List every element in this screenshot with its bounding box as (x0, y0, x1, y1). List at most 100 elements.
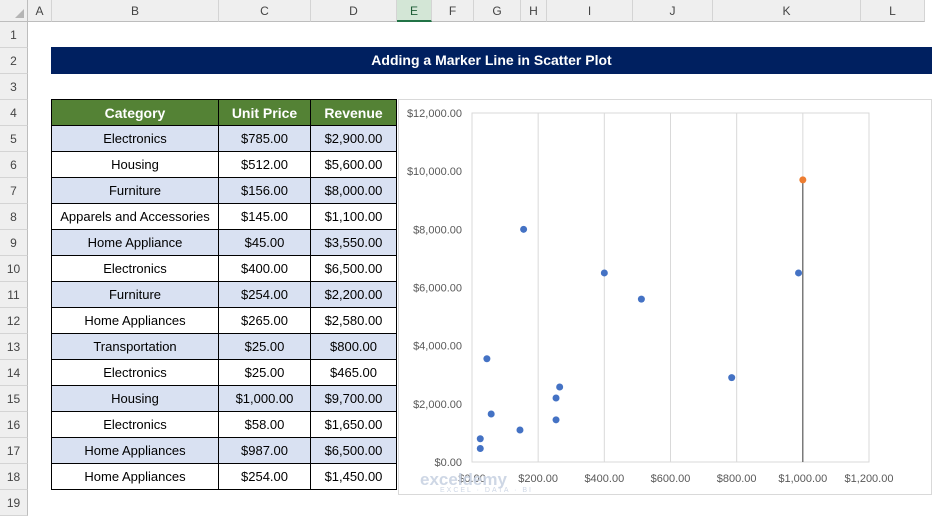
cell-category[interactable]: Furniture (51, 177, 219, 204)
cell-category[interactable]: Home Appliances (51, 463, 219, 490)
marker-point[interactable] (799, 176, 807, 184)
cell-revenue[interactable]: $465.00 (310, 359, 397, 386)
cell-revenue[interactable]: $9,700.00 (310, 385, 397, 412)
row-header-3[interactable]: 3 (0, 74, 28, 100)
row-header-9[interactable]: 9 (0, 230, 28, 256)
column-header-i[interactable]: I (547, 0, 633, 22)
column-header-f[interactable]: F (432, 0, 474, 22)
column-header-b[interactable]: B (52, 0, 219, 22)
cell-category[interactable]: Housing (51, 385, 219, 412)
row-header-19[interactable]: 19 (0, 490, 28, 516)
data-point[interactable] (552, 416, 560, 424)
scatter-chart-svg: $0.00 $200.00 $400.00 $600.00 $800.00 $1,000.… (407, 108, 894, 485)
data-point[interactable] (552, 394, 560, 402)
header-revenue[interactable]: Revenue (310, 99, 397, 126)
header-unit-price[interactable]: Unit Price (218, 99, 311, 126)
data-point[interactable] (520, 225, 528, 233)
row-header-17[interactable]: 17 (0, 438, 28, 464)
data-point[interactable] (556, 383, 564, 391)
cell-unit-price[interactable]: $254.00 (218, 463, 311, 490)
table-row: Electronics $25.00 $465.00 (51, 359, 397, 386)
cell-unit-price[interactable]: $25.00 (218, 359, 311, 386)
cell-unit-price[interactable]: $265.00 (218, 307, 311, 334)
cell-unit-price[interactable]: $156.00 (218, 177, 311, 204)
cell-category[interactable]: Furniture (51, 281, 219, 308)
cell-revenue[interactable]: $5,600.00 (310, 151, 397, 178)
y-tick-label: $8,000.00 (413, 224, 462, 236)
x-tick-label: $400.00 (584, 473, 624, 485)
cell-unit-price[interactable]: $45.00 (218, 229, 311, 256)
row-header-12[interactable]: 12 (0, 308, 28, 334)
cell-category[interactable]: Electronics (51, 255, 219, 282)
column-header-a[interactable]: A (28, 0, 52, 22)
cell-unit-price[interactable]: $512.00 (218, 151, 311, 178)
row-header-7[interactable]: 7 (0, 178, 28, 204)
table-row: Home Appliances $987.00 $6,500.00 (51, 437, 397, 464)
data-point[interactable] (600, 269, 608, 277)
cell-category[interactable]: Home Appliances (51, 437, 219, 464)
cell-revenue[interactable]: $6,500.00 (310, 255, 397, 282)
cell-unit-price[interactable]: $785.00 (218, 125, 311, 152)
row-header-16[interactable]: 16 (0, 412, 28, 438)
row-header-11[interactable]: 11 (0, 282, 28, 308)
cell-unit-price[interactable]: $987.00 (218, 437, 311, 464)
column-header-k[interactable]: K (713, 0, 861, 22)
cell-revenue[interactable]: $2,580.00 (310, 307, 397, 334)
cell-category[interactable]: Electronics (51, 359, 219, 386)
header-category[interactable]: Category (51, 99, 219, 126)
cell-unit-price[interactable]: $25.00 (218, 333, 311, 360)
column-header-j[interactable]: J (633, 0, 713, 22)
row-header-4[interactable]: 4 (0, 100, 28, 126)
cell-revenue[interactable]: $1,450.00 (310, 463, 397, 490)
cell-category[interactable]: Home Appliances (51, 307, 219, 334)
cell-category[interactable]: Housing (51, 151, 219, 178)
cell-category[interactable]: Electronics (51, 125, 219, 152)
cell-revenue[interactable]: $6,500.00 (310, 437, 397, 464)
table-header-row: Category Unit Price Revenue (51, 99, 397, 126)
data-point[interactable] (476, 435, 484, 443)
row-header-18[interactable]: 18 (0, 464, 28, 490)
column-header-g[interactable]: G (474, 0, 521, 22)
data-point[interactable] (487, 410, 495, 418)
table-row: Home Appliances $254.00 $1,450.00 (51, 463, 397, 490)
data-point[interactable] (637, 295, 645, 303)
row-header-1[interactable]: 1 (0, 22, 28, 48)
data-point[interactable] (476, 444, 484, 452)
row-header-15[interactable]: 15 (0, 386, 28, 412)
column-header-h[interactable]: H (521, 0, 547, 22)
row-header-14[interactable]: 14 (0, 360, 28, 386)
cell-unit-price[interactable]: $145.00 (218, 203, 311, 230)
cell-revenue[interactable]: $2,900.00 (310, 125, 397, 152)
cell-unit-price[interactable]: $254.00 (218, 281, 311, 308)
table-row: Transportation $25.00 $800.00 (51, 333, 397, 360)
data-point[interactable] (516, 426, 524, 434)
cell-category[interactable]: Transportation (51, 333, 219, 360)
cell-revenue[interactable]: $8,000.00 (310, 177, 397, 204)
column-header-c[interactable]: C (219, 0, 311, 22)
select-all-corner[interactable] (0, 0, 28, 22)
cell-revenue[interactable]: $1,100.00 (310, 203, 397, 230)
cell-revenue[interactable]: $3,550.00 (310, 229, 397, 256)
column-header-l[interactable]: L (861, 0, 925, 22)
cell-category[interactable]: Electronics (51, 411, 219, 438)
cell-revenue[interactable]: $800.00 (310, 333, 397, 360)
scatter-chart[interactable]: $0.00 $200.00 $400.00 $600.00 $800.00 $1,000.… (398, 99, 932, 495)
row-header-8[interactable]: 8 (0, 204, 28, 230)
column-header-d[interactable]: D (311, 0, 397, 22)
cell-revenue[interactable]: $2,200.00 (310, 281, 397, 308)
data-point[interactable] (728, 374, 736, 382)
data-point[interactable] (795, 269, 803, 277)
cell-unit-price[interactable]: $58.00 (218, 411, 311, 438)
cell-revenue[interactable]: $1,650.00 (310, 411, 397, 438)
cell-unit-price[interactable]: $1,000.00 (218, 385, 311, 412)
cell-unit-price[interactable]: $400.00 (218, 255, 311, 282)
row-header-2[interactable]: 2 (0, 48, 28, 74)
column-header-e[interactable]: E (397, 0, 432, 22)
row-header-6[interactable]: 6 (0, 152, 28, 178)
cell-category[interactable]: Home Appliance (51, 229, 219, 256)
data-point[interactable] (483, 355, 491, 363)
row-header-10[interactable]: 10 (0, 256, 28, 282)
row-header-13[interactable]: 13 (0, 334, 28, 360)
cell-category[interactable]: Apparels and Accessories (51, 203, 219, 230)
row-header-5[interactable]: 5 (0, 126, 28, 152)
